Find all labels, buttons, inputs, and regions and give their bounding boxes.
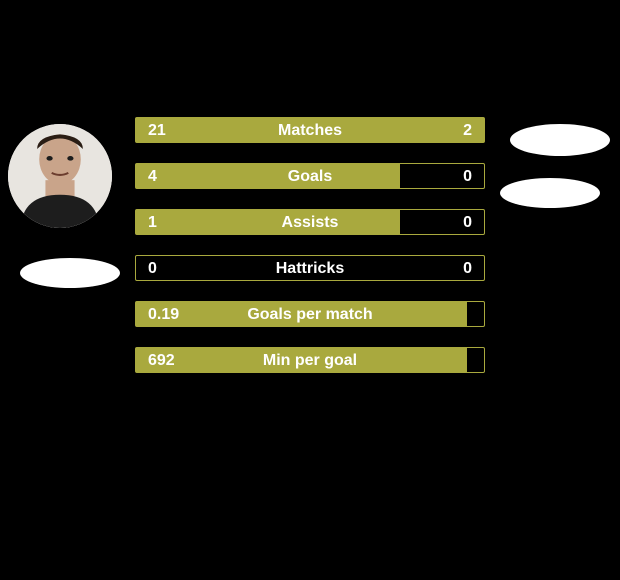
stat-name: Matches: [136, 118, 484, 144]
stat-value-right: 2: [463, 118, 472, 144]
stat-row-min-per-goal: 692Min per goal: [135, 347, 485, 373]
stat-row-matches: 21Matches2: [135, 117, 485, 143]
stat-row-assists: 1Assists0: [135, 209, 485, 235]
stat-value-right: 0: [463, 256, 472, 282]
stat-row-goals-per-match: 0.19Goals per match: [135, 301, 485, 327]
stat-value-right: 0: [463, 164, 472, 190]
stat-row-goals: 4Goals0: [135, 163, 485, 189]
stat-name: Min per goal: [136, 348, 484, 374]
stat-name: Assists: [136, 210, 484, 236]
stat-value-right: 0: [463, 210, 472, 236]
stats-panel: 21Matches24Goals01Assists00Hattricks00.1…: [0, 117, 620, 373]
stat-name: Hattricks: [136, 256, 484, 282]
stat-name: Goals per match: [136, 302, 484, 328]
stat-name: Goals: [136, 164, 484, 190]
stat-row-hattricks: 0Hattricks0: [135, 255, 485, 281]
stats-bars: 21Matches24Goals01Assists00Hattricks00.1…: [135, 117, 485, 373]
